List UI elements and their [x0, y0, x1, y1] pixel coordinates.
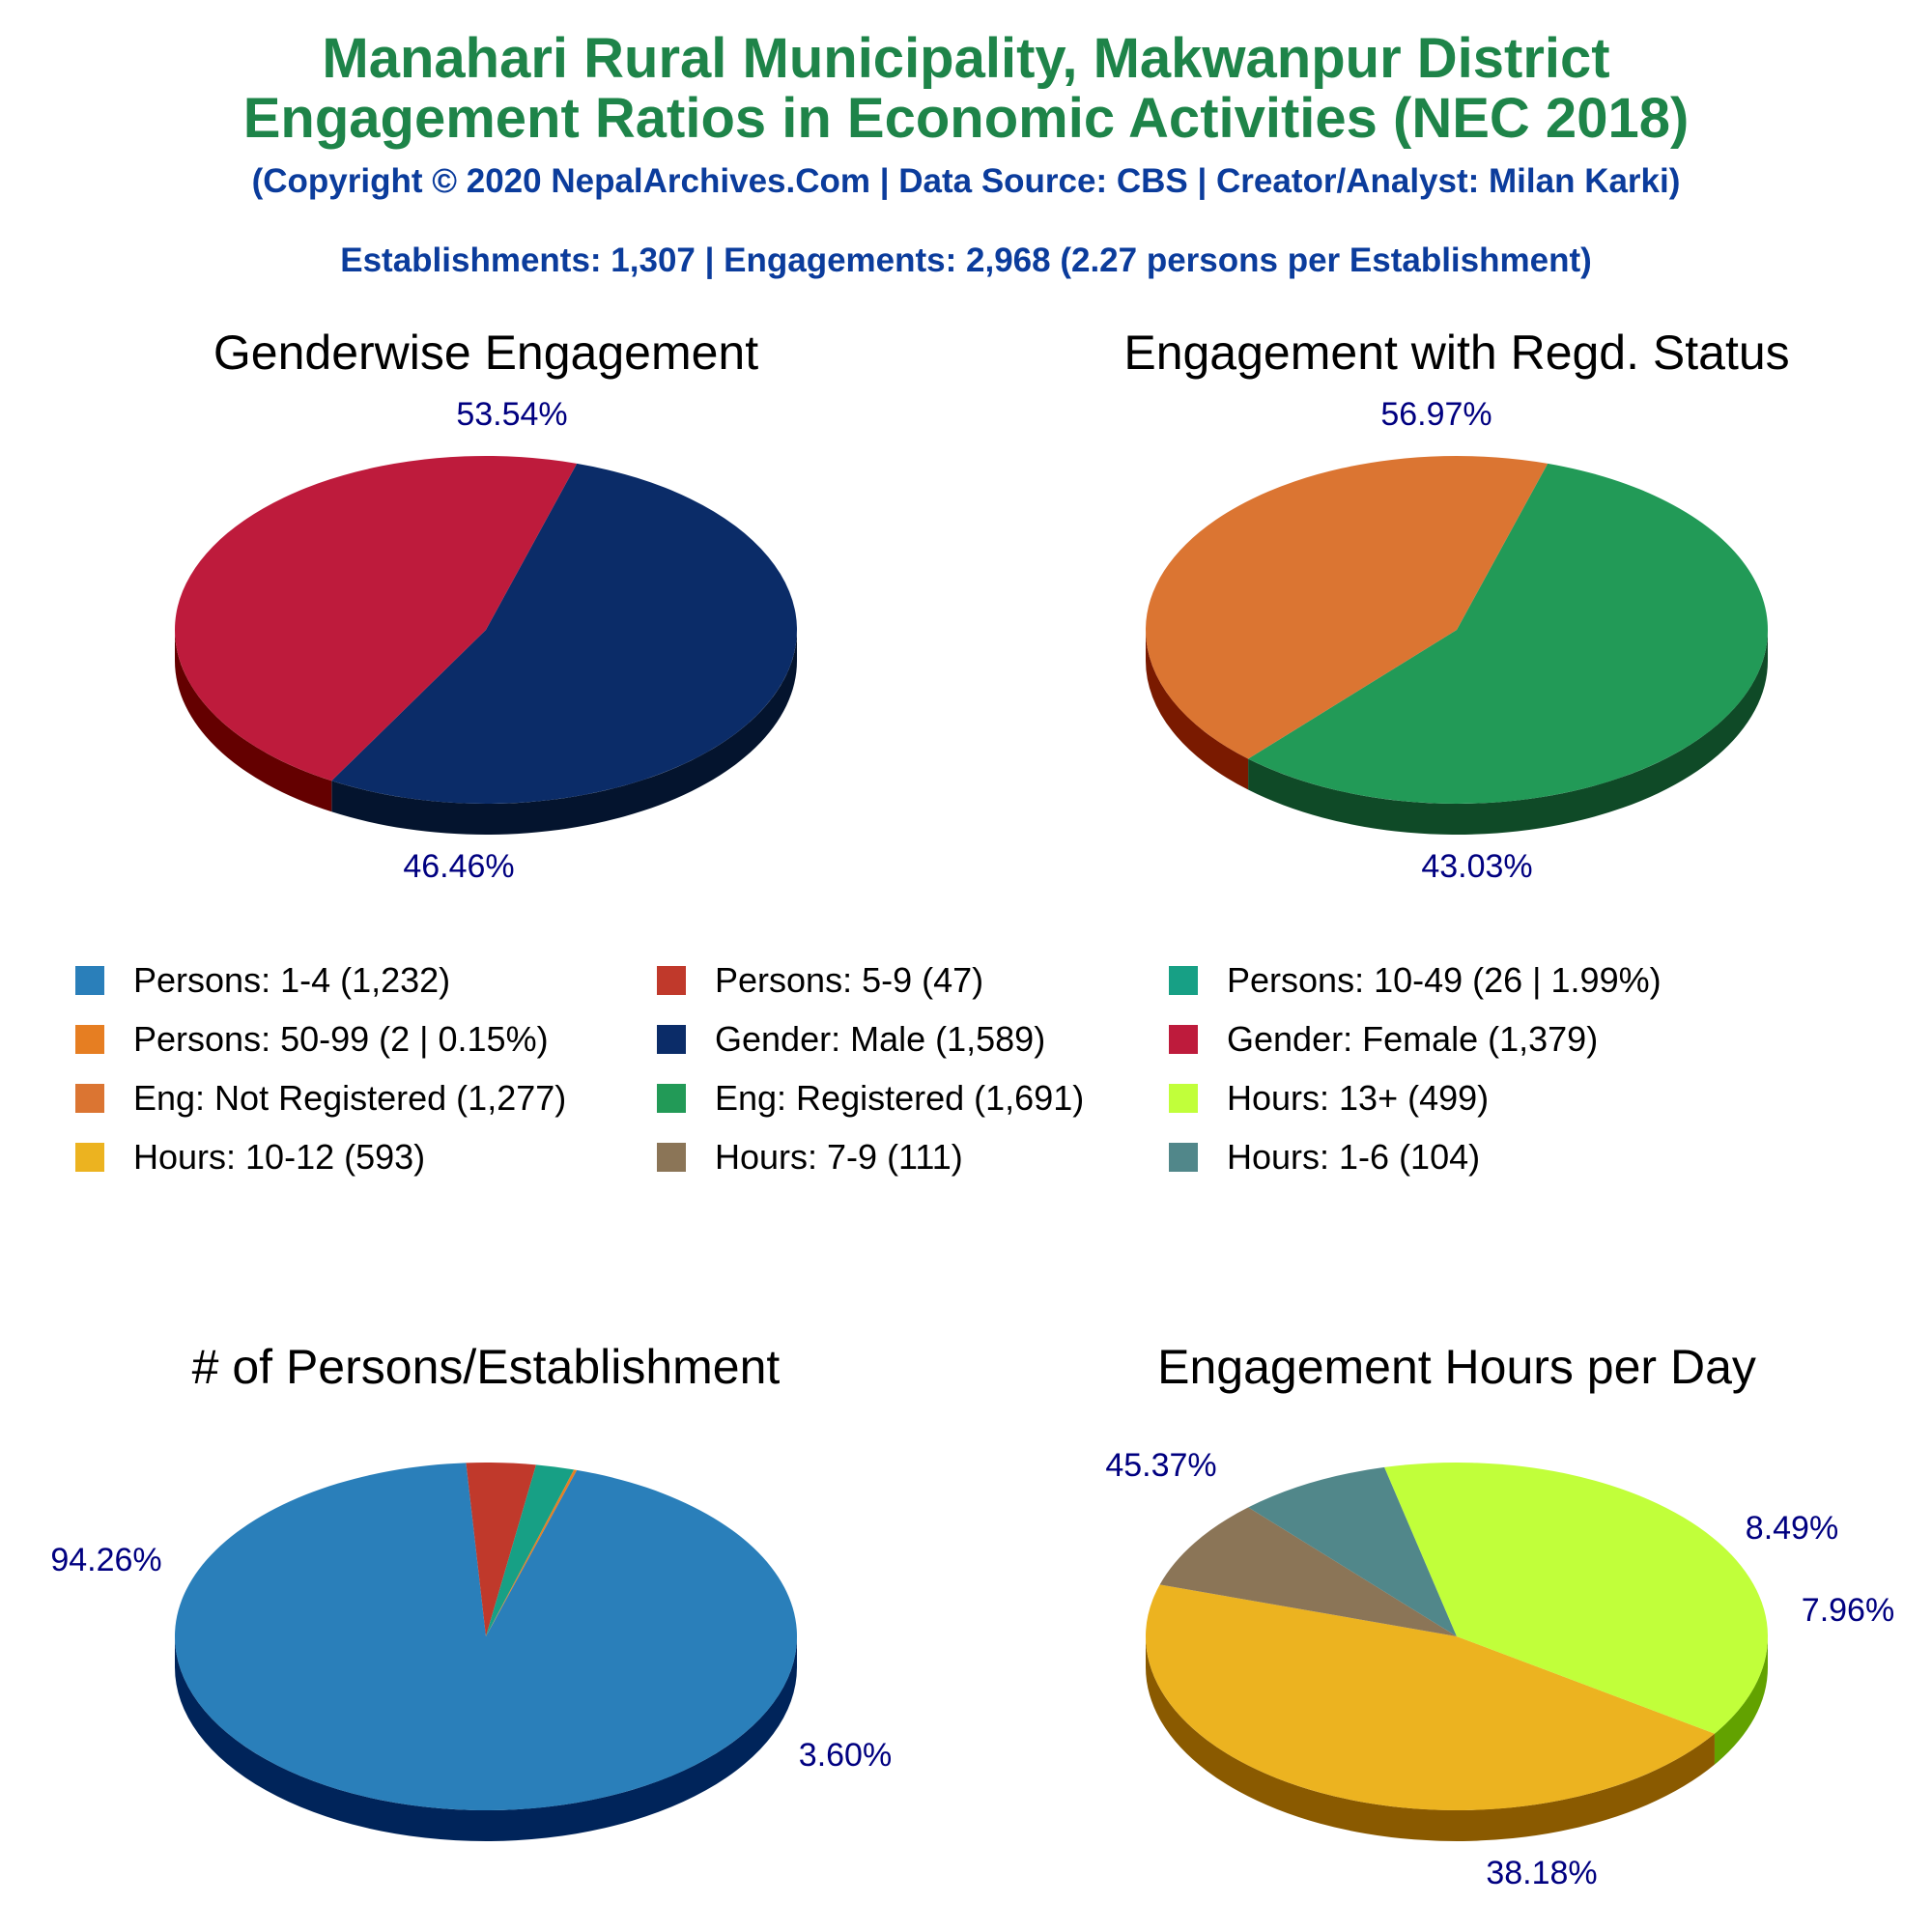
- legend-item-persons-50-99-2-0-15: Persons: 50-99 (2 | 0.15%): [75, 1019, 549, 1059]
- legend-item-persons-10-49-26-1-99: Persons: 10-49 (26 | 1.99%): [1169, 960, 1662, 1000]
- pie-slice-persons-10-49: [486, 1464, 575, 1636]
- legend-label: Gender: Female (1,379): [1227, 1019, 1599, 1059]
- legend-item-hours-1-6-104: Hours: 1-6 (104): [1169, 1137, 1481, 1177]
- pie-side-hours-13: [1714, 1636, 1768, 1765]
- legend-item-hours-13-499: Hours: 13+ (499): [1169, 1078, 1490, 1118]
- legend-swatch: [75, 966, 104, 995]
- pie-slice-hours-10-12: [1146, 1584, 1715, 1810]
- legend-swatch: [1169, 1084, 1198, 1113]
- legend-swatch: [657, 1025, 686, 1054]
- legend-item-persons-5-9-47: Persons: 5-9 (47): [657, 960, 984, 1000]
- pie-persons: [175, 1463, 798, 1841]
- chart-title-hours: Engagement Hours per Day: [1157, 1340, 1756, 1394]
- legend-label: Eng: Not Registered (1,277): [133, 1078, 567, 1118]
- legend-swatch: [1169, 1143, 1198, 1172]
- pie-slice-persons-1-4: [175, 1463, 798, 1810]
- legend-label: Persons: 10-49 (26 | 1.99%): [1227, 960, 1662, 1000]
- stats-line: Establishments: 1,307 | Engagements: 2,9…: [340, 242, 1592, 279]
- legend-item-persons-1-4-1-232: Persons: 1-4 (1,232): [75, 960, 451, 1000]
- legend-swatch: [1169, 966, 1198, 995]
- legend-item-gender-male-1-589: Gender: Male (1,589): [657, 1019, 1046, 1059]
- pie-slice-hours-7-9: [1159, 1507, 1457, 1636]
- chart-title-persons: # of Persons/Establishment: [192, 1340, 781, 1394]
- chart-title-regd: Engagement with Regd. Status: [1123, 326, 1789, 380]
- pie-side-eng-registered: [1248, 630, 1768, 836]
- legend-label: Eng: Registered (1,691): [715, 1078, 1085, 1118]
- pie-regd-status: [1146, 456, 1769, 836]
- header: Manahari Rural Municipality, Makwanpur D…: [0, 29, 1932, 280]
- pie-slice-persons-5-9: [466, 1463, 536, 1636]
- legend-item-eng-registered-1-691: Eng: Registered (1,691): [657, 1078, 1085, 1118]
- pie-gender: [174, 456, 797, 836]
- pct-label-persons-5-9: 3.60%: [799, 1737, 892, 1774]
- pie-side-gender-female: [174, 630, 332, 812]
- legend-swatch: [75, 1025, 104, 1054]
- pct-label-not-registered: 43.03%: [1421, 848, 1532, 885]
- legend-item-hours-7-9-111: Hours: 7-9 (111): [657, 1137, 963, 1177]
- legend-item-gender-female-1-379: Gender: Female (1,379): [1169, 1019, 1599, 1059]
- legend-item-hours-10-12-593: Hours: 10-12 (593): [75, 1137, 426, 1177]
- pie-side-hours-10-12: [1146, 1636, 1715, 1841]
- pie-side-persons-1-4: [175, 1636, 797, 1841]
- pct-label-hours-1-6: 7.96%: [1802, 1592, 1894, 1629]
- pie-slice-hours-1-6: [1248, 1466, 1457, 1636]
- legend-swatch: [657, 966, 686, 995]
- legend-swatch: [657, 1084, 686, 1113]
- legend-label: Hours: 7-9 (111): [715, 1137, 963, 1177]
- pct-label-hours-7-9: 8.49%: [1746, 1510, 1838, 1547]
- pie-side-eng-not-registered: [1146, 630, 1249, 790]
- pie-slice-gender-female: [174, 456, 578, 781]
- pct-label-persons-1-4: 94.26%: [50, 1542, 161, 1578]
- legend-label: Persons: 50-99 (2 | 0.15%): [133, 1019, 549, 1059]
- pie-slice-eng-not-registered: [1146, 456, 1548, 759]
- legend-label: Persons: 1-4 (1,232): [133, 960, 451, 1000]
- pie-hours: [1146, 1463, 1768, 1841]
- legend-item-eng-not-registered-1-277: Eng: Not Registered (1,277): [75, 1078, 567, 1118]
- legend-label: Persons: 5-9 (47): [715, 960, 984, 1000]
- title-line-2: Engagement Ratios in Economic Activities…: [242, 87, 1690, 150]
- title-line-1: Manahari Rural Municipality, Makwanpur D…: [322, 27, 1610, 90]
- pie-slice-gender-male: [331, 463, 797, 804]
- legend-label: Hours: 13+ (499): [1227, 1078, 1490, 1118]
- pct-label-registered: 56.97%: [1380, 396, 1492, 433]
- legend-label: Gender: Male (1,589): [715, 1019, 1046, 1059]
- pct-label-female: 46.46%: [403, 848, 514, 885]
- legend-swatch: [75, 1084, 104, 1113]
- pie-side-gender-male: [331, 630, 797, 836]
- pct-label-male: 53.54%: [456, 396, 567, 433]
- legend-swatch: [75, 1143, 104, 1172]
- pct-label-hours-10-12: 45.37%: [1105, 1447, 1216, 1484]
- pct-label-hours-13plus: 38.18%: [1486, 1855, 1597, 1891]
- pie-slice-hours-13: [1384, 1463, 1768, 1734]
- legend-swatch: [657, 1143, 686, 1172]
- pie-slice-persons-50-99: [486, 1469, 578, 1636]
- legend-swatch: [1169, 1025, 1198, 1054]
- subtitle: (Copyright © 2020 NepalArchives.Com | Da…: [251, 162, 1681, 200]
- legend-label: Hours: 1-6 (104): [1227, 1137, 1481, 1177]
- pie-slice-eng-registered: [1248, 463, 1769, 804]
- chart-title-gender: Genderwise Engagement: [213, 326, 758, 380]
- legend-label: Hours: 10-12 (593): [133, 1137, 426, 1177]
